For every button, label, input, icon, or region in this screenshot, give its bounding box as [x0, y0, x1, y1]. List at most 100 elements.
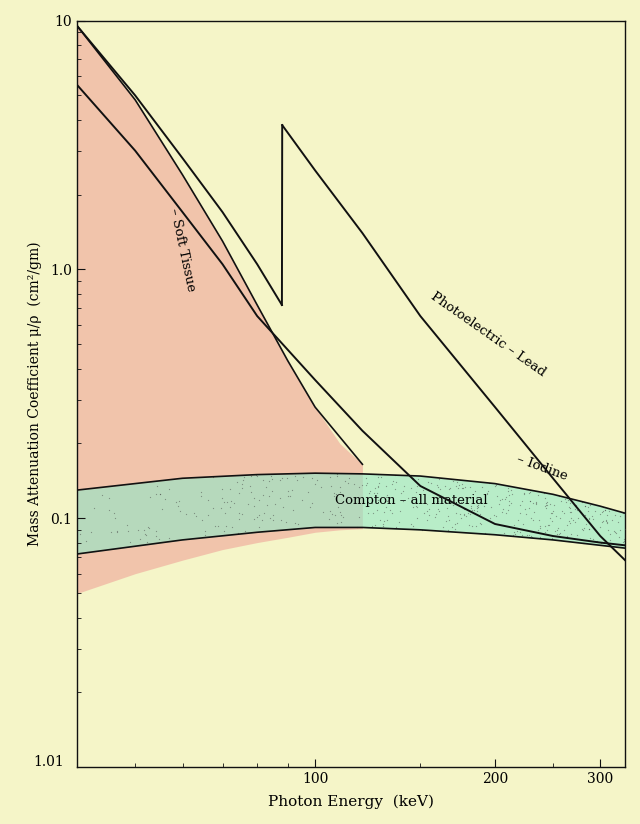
- Point: [540, 491, 550, 504]
- Point: [469, 503, 479, 517]
- Point: [262, 499, 272, 512]
- Point: [175, 504, 186, 517]
- Point: [431, 507, 441, 520]
- Point: [134, 533, 145, 546]
- Point: [411, 485, 421, 499]
- Point: [595, 520, 605, 533]
- Text: – Iodine: – Iodine: [515, 452, 570, 483]
- Point: [246, 485, 256, 498]
- Point: [216, 502, 226, 515]
- Point: [476, 517, 486, 531]
- Point: [543, 518, 554, 531]
- Point: [563, 494, 573, 507]
- Point: [388, 475, 399, 488]
- Point: [391, 521, 401, 534]
- Point: [489, 508, 499, 522]
- Point: [541, 499, 551, 512]
- Point: [417, 523, 428, 536]
- Point: [562, 518, 572, 531]
- Point: [533, 513, 543, 527]
- Point: [109, 507, 120, 520]
- Point: [372, 486, 382, 499]
- Point: [602, 509, 612, 522]
- Point: [620, 522, 630, 536]
- Point: [521, 508, 531, 521]
- Point: [275, 474, 285, 487]
- Point: [564, 517, 575, 530]
- Point: [220, 506, 230, 519]
- Point: [362, 476, 372, 489]
- Point: [481, 488, 492, 501]
- Point: [160, 492, 170, 505]
- Point: [497, 493, 507, 506]
- Point: [115, 542, 125, 555]
- Point: [285, 489, 295, 503]
- Point: [529, 506, 540, 519]
- Point: [583, 504, 593, 517]
- Point: [554, 489, 564, 503]
- Point: [181, 507, 191, 520]
- Point: [424, 502, 435, 515]
- Point: [598, 515, 608, 528]
- Point: [374, 477, 385, 490]
- Point: [547, 514, 557, 527]
- Point: [398, 494, 408, 508]
- Point: [380, 514, 390, 527]
- Point: [550, 524, 560, 537]
- Point: [578, 536, 588, 550]
- Point: [525, 530, 536, 543]
- Point: [618, 536, 628, 549]
- Point: [482, 486, 492, 499]
- Point: [585, 499, 595, 512]
- Point: [367, 520, 377, 533]
- Point: [378, 519, 388, 532]
- Point: [580, 499, 590, 513]
- Point: [312, 473, 322, 486]
- Point: [164, 482, 174, 495]
- Point: [566, 506, 576, 519]
- Point: [257, 489, 268, 502]
- Point: [611, 526, 621, 539]
- Point: [484, 527, 494, 541]
- Point: [499, 527, 509, 540]
- Point: [548, 499, 559, 512]
- Point: [222, 495, 232, 508]
- Point: [570, 516, 580, 529]
- Point: [535, 520, 545, 533]
- Point: [380, 491, 390, 504]
- Point: [445, 481, 455, 494]
- Point: [277, 472, 287, 485]
- Point: [154, 532, 164, 545]
- Point: [356, 479, 367, 492]
- Point: [239, 524, 250, 537]
- Point: [448, 490, 458, 503]
- Point: [541, 497, 551, 510]
- Point: [565, 501, 575, 514]
- Point: [378, 517, 388, 530]
- Point: [443, 509, 453, 522]
- Point: [254, 521, 264, 534]
- Point: [237, 477, 248, 490]
- Point: [232, 475, 242, 489]
- Point: [515, 499, 525, 512]
- Point: [369, 486, 380, 499]
- Point: [486, 500, 496, 513]
- Point: [330, 508, 340, 522]
- Point: [344, 471, 354, 485]
- Point: [471, 519, 481, 532]
- Point: [613, 516, 623, 529]
- Point: [275, 491, 285, 504]
- Point: [254, 508, 264, 522]
- Point: [473, 499, 483, 512]
- Point: [531, 497, 541, 510]
- Point: [465, 507, 476, 520]
- Point: [605, 533, 615, 546]
- Point: [552, 523, 562, 536]
- Point: [532, 525, 543, 538]
- Point: [589, 504, 600, 517]
- Point: [264, 489, 274, 503]
- Point: [189, 506, 199, 519]
- Point: [557, 505, 567, 518]
- Point: [503, 503, 513, 517]
- Point: [422, 513, 433, 527]
